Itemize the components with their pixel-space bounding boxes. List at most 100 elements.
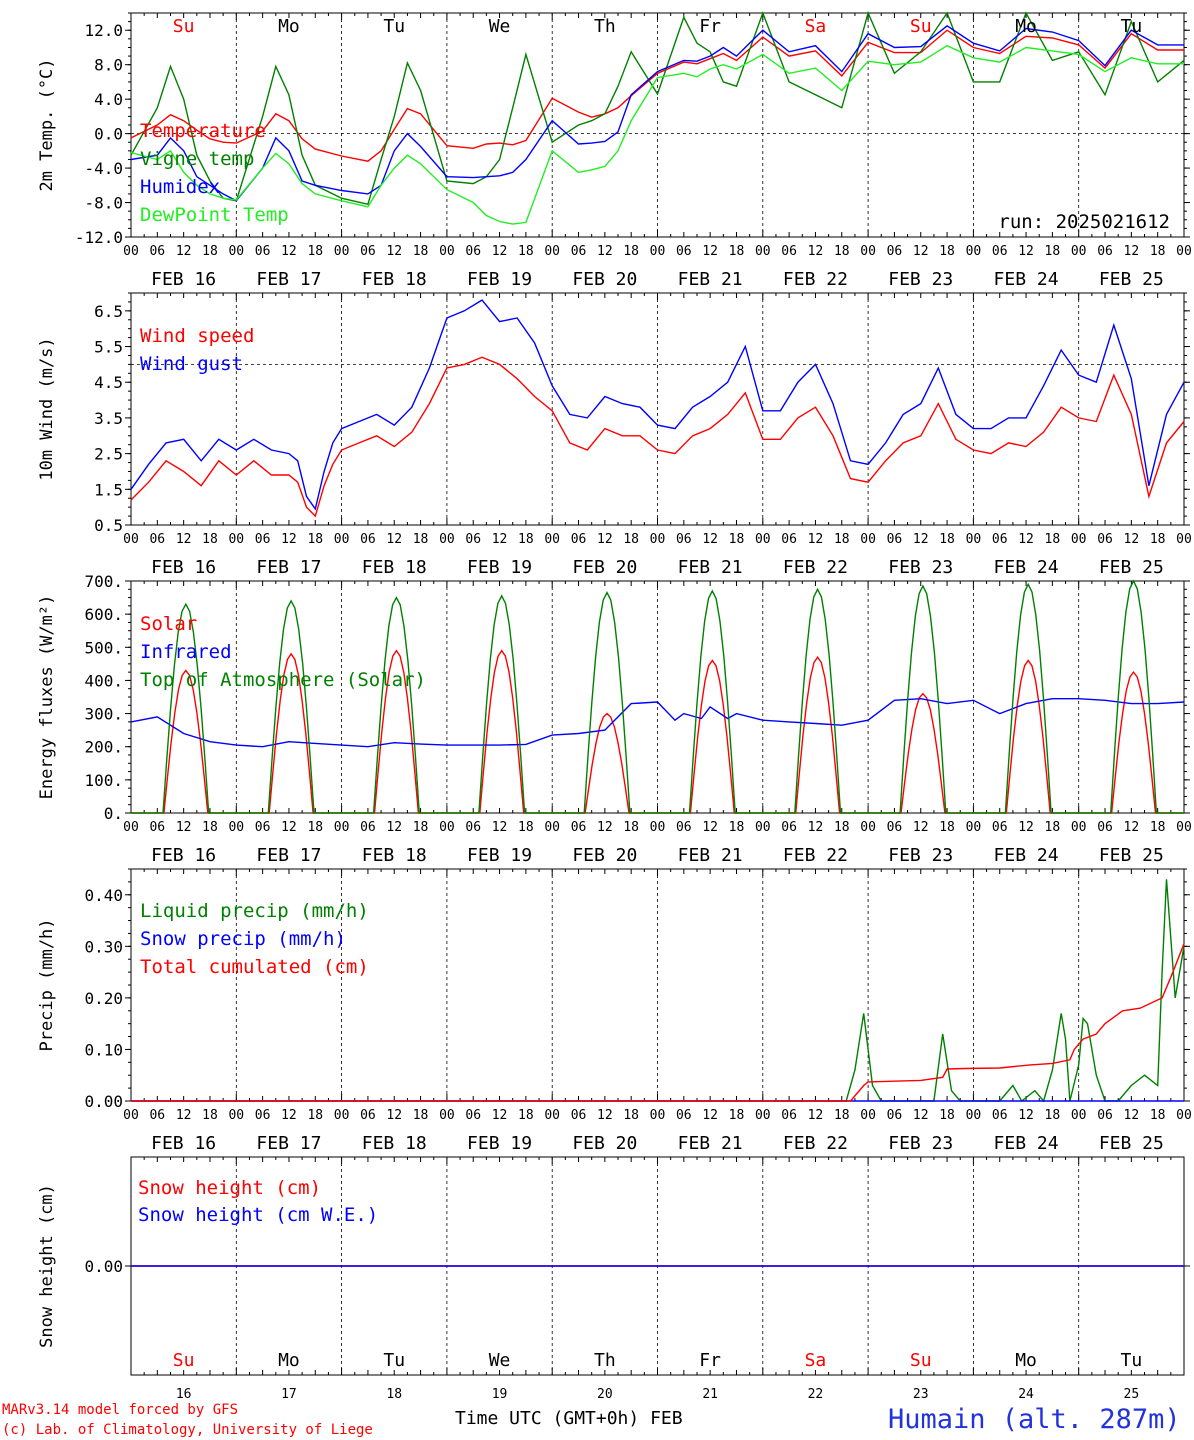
hour-tick-label: 06: [887, 820, 903, 835]
hour-tick-label: 18: [623, 820, 639, 835]
day-number: 20: [597, 1387, 613, 1402]
hour-tick-label: 12: [176, 244, 192, 259]
date-label: FEB 24: [994, 845, 1059, 866]
day-name: Fr: [699, 16, 721, 37]
hour-tick-label: 12: [913, 820, 929, 835]
hour-tick-label: 00: [439, 244, 455, 259]
y-axis-label: 10m Wind (m/s): [37, 337, 57, 480]
hour-tick-label: 12: [386, 532, 402, 547]
date-label: FEB 17: [256, 557, 321, 578]
hour-tick-label: 12: [492, 820, 508, 835]
day-number: 23: [913, 1387, 929, 1402]
hour-tick-label: 00: [228, 1108, 244, 1123]
y-tick-label: 300.: [84, 705, 123, 724]
hour-tick-label: 18: [623, 244, 639, 259]
hour-tick-label: 12: [808, 1108, 824, 1123]
hour-tick-label: 18: [729, 1108, 745, 1123]
legend-entry: Top of Atmosphere (Solar): [140, 669, 426, 691]
hour-tick-label: 12: [176, 1108, 192, 1123]
footer-lab: (c) Lab. of Climatology, University of L…: [2, 1422, 373, 1438]
hour-tick-label: 06: [676, 1108, 692, 1123]
hour-tick-label: 00: [1176, 244, 1192, 259]
hour-tick-label: 12: [913, 532, 929, 547]
hour-tick-label: 12: [281, 244, 297, 259]
day-name: Su: [910, 1350, 932, 1371]
hour-tick-label: 18: [1045, 820, 1061, 835]
hour-tick-label: 06: [149, 820, 165, 835]
hour-tick-label: 00: [966, 532, 982, 547]
legend-entry: Snow height (cm): [138, 1177, 321, 1199]
legend-entry: Wind speed: [140, 325, 254, 347]
hour-tick-label: 06: [255, 244, 271, 259]
date-label: FEB 18: [362, 557, 427, 578]
legend-entry: Infrared: [140, 641, 232, 663]
hour-tick-label: 00: [123, 532, 139, 547]
legend-entry: Snow height (cm W.E.): [138, 1204, 378, 1226]
date-label: FEB 25: [1099, 557, 1164, 578]
hour-tick-label: 00: [650, 820, 666, 835]
hour-tick-label: 00: [123, 1108, 139, 1123]
day-name: Su: [173, 1350, 195, 1371]
hour-tick-label: 06: [571, 244, 587, 259]
hour-tick-label: 18: [1045, 1108, 1061, 1123]
hour-tick-label: 00: [860, 244, 876, 259]
legend-entry: Humidex: [140, 176, 220, 198]
y-tick-label: 0.00: [84, 1092, 123, 1111]
hour-tick-label: 06: [149, 1108, 165, 1123]
hour-tick-label: 06: [887, 244, 903, 259]
hour-tick-label: 18: [729, 244, 745, 259]
hour-tick-label: 06: [465, 532, 481, 547]
hour-tick-label: 06: [360, 820, 376, 835]
hour-tick-label: 06: [992, 244, 1008, 259]
hour-tick-label: 12: [913, 244, 929, 259]
date-label: FEB 21: [678, 269, 743, 290]
y-tick-label: 3.5: [94, 409, 123, 428]
hour-tick-label: 00: [334, 532, 350, 547]
y-tick-label: -8.0: [84, 194, 123, 213]
legend-entry: Snow precip (mm/h): [140, 928, 346, 950]
date-label: FEB 25: [1099, 269, 1164, 290]
hour-tick-label: 18: [202, 532, 218, 547]
date-label: FEB 20: [572, 557, 637, 578]
series-humidex: [130, 25, 1184, 202]
hour-tick-label: 12: [492, 1108, 508, 1123]
hour-tick-label: 18: [834, 820, 850, 835]
hour-tick-label: 18: [1045, 244, 1061, 259]
hour-tick-label: 18: [939, 820, 955, 835]
legend-entry: Solar: [140, 613, 197, 635]
hour-tick-label: 18: [1150, 532, 1166, 547]
hour-tick-label: 00: [1176, 532, 1192, 547]
hour-tick-label: 18: [413, 1108, 429, 1123]
y-tick-label: 4.0: [94, 90, 123, 109]
hour-tick-label: 18: [729, 820, 745, 835]
panel-energy: 700. 600. 500. 400. 300. 200. 100. 0. Energy flu…: [37, 572, 1192, 866]
date-label: FEB 18: [362, 269, 427, 290]
date-label: FEB 16: [151, 1133, 216, 1154]
hour-tick-label: 00: [123, 244, 139, 259]
y-tick-label: 0.00: [84, 1257, 123, 1276]
day-name: We: [489, 1350, 511, 1371]
date-label: FEB 19: [467, 557, 532, 578]
day-name: Sa: [805, 16, 827, 37]
hour-tick-label: 00: [860, 532, 876, 547]
hour-tick-label: 12: [1018, 1108, 1034, 1123]
y-tick-label: 2.5: [94, 445, 123, 464]
hour-tick-label: 12: [492, 532, 508, 547]
hour-tick-label: 18: [1045, 532, 1061, 547]
date-label: FEB 19: [467, 1133, 532, 1154]
hour-tick-label: 00: [123, 820, 139, 835]
y-axis-label: Precip (mm/h): [37, 918, 57, 1051]
hour-tick-label: 06: [992, 820, 1008, 835]
hour-tick-label: 12: [386, 244, 402, 259]
series-dewpoint-temp: [130, 44, 1184, 225]
hour-tick-label: 18: [939, 532, 955, 547]
date-label: FEB 16: [151, 845, 216, 866]
hour-tick-label: 18: [202, 244, 218, 259]
hour-tick-label: 00: [1071, 820, 1087, 835]
hour-tick-label: 06: [360, 244, 376, 259]
panel-wind: 6.5 5.5 4.5 3.5 2.5 1.5 0.5 10m Wind (m/s) Wind …: [37, 292, 1192, 578]
hour-tick-label: 06: [255, 532, 271, 547]
hour-tick-label: 06: [149, 244, 165, 259]
date-label: FEB 16: [151, 269, 216, 290]
